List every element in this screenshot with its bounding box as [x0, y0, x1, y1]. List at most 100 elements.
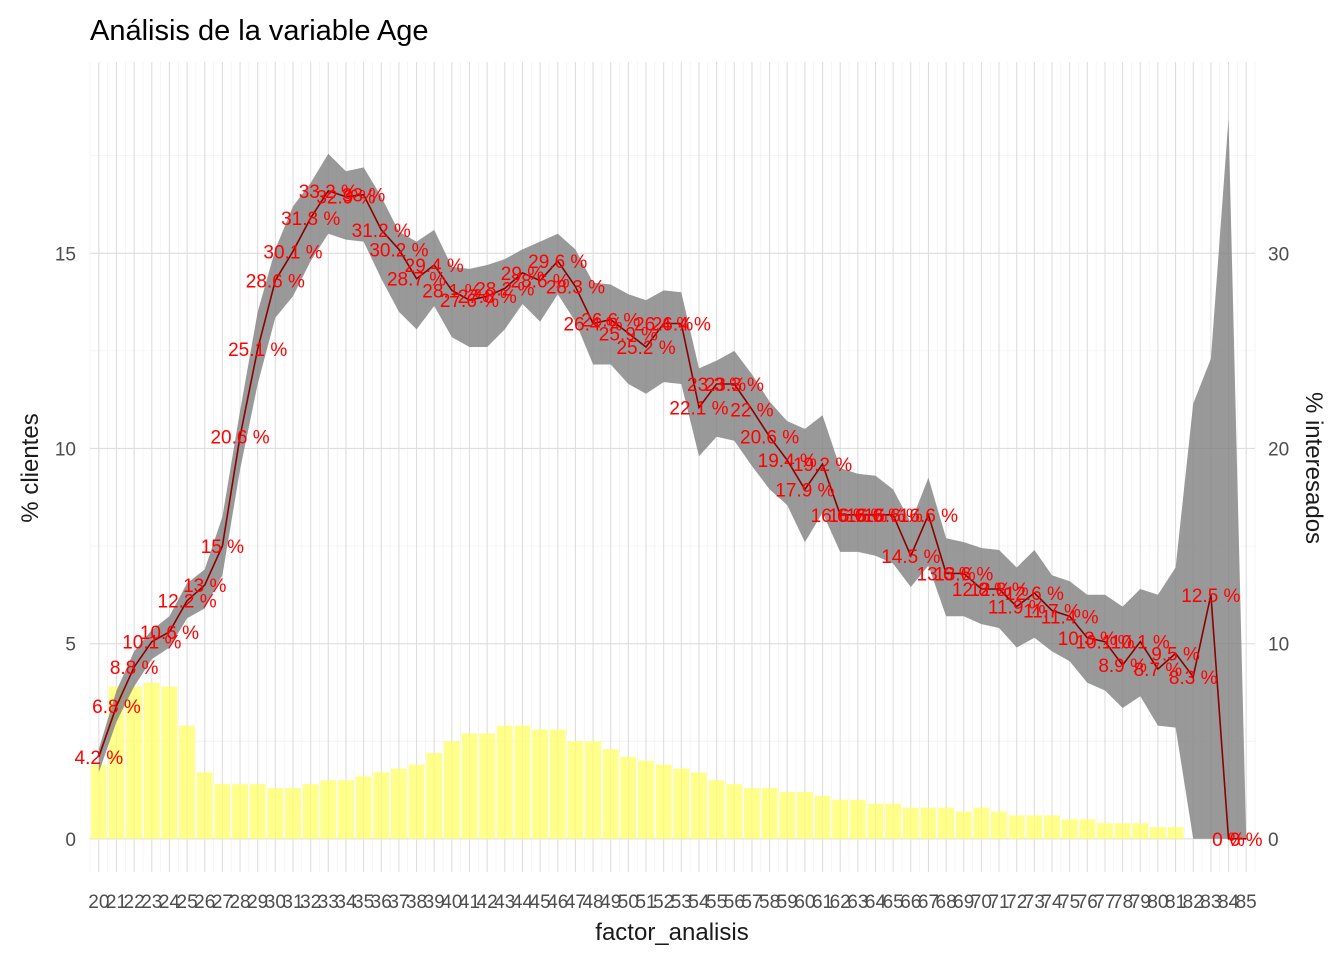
data-label: 11.9 % — [988, 598, 1046, 619]
data-label: 25.2 % — [616, 338, 675, 359]
bar — [832, 799, 849, 839]
data-label: 28.6 % — [511, 272, 570, 293]
data-label: 12.2 % — [158, 592, 217, 613]
x-tick-label: 26 — [194, 892, 215, 913]
x-tick-label: 58 — [759, 892, 780, 913]
bar — [320, 780, 337, 839]
bar — [90, 764, 107, 839]
bar — [1008, 815, 1025, 839]
bar — [673, 768, 690, 839]
bar — [743, 788, 760, 839]
bar — [1114, 823, 1131, 839]
data-label: 31.2 % — [352, 221, 411, 242]
x-tick-label: 34 — [335, 892, 357, 913]
bar — [849, 799, 866, 839]
x-tick-label: 63 — [847, 892, 868, 913]
bar — [214, 784, 231, 839]
x-tick-label: 20 — [88, 892, 109, 913]
x-tick-label: 59 — [777, 892, 798, 913]
data-label: 11.4 % — [1041, 607, 1099, 628]
bar — [196, 772, 213, 839]
x-tick-label: 80 — [1147, 892, 1168, 913]
x-tick-label: 60 — [794, 892, 815, 913]
bar — [938, 807, 955, 839]
x-tick-label: 50 — [618, 892, 639, 913]
x-tick-label: 53 — [671, 892, 692, 913]
data-label: 23.3 % — [687, 375, 746, 396]
x-tick-label: 78 — [1112, 892, 1133, 913]
y-axis-right-title: % interesados — [1300, 392, 1327, 544]
data-label: 16.6 % — [899, 506, 958, 527]
x-tick-label: 27 — [212, 892, 233, 913]
bar — [1132, 823, 1149, 839]
data-label: 8.8 % — [110, 658, 159, 679]
x-tick-label: 57 — [741, 892, 762, 913]
bar — [549, 729, 566, 839]
x-tick-label: 73 — [1024, 892, 1045, 913]
x-tick-label: 77 — [1094, 892, 1115, 913]
bar — [779, 791, 796, 839]
bar — [496, 725, 513, 839]
data-label: 20.6 % — [210, 428, 269, 449]
x-tick-label: 24 — [159, 892, 181, 913]
bar — [267, 788, 284, 839]
x-tick-label: 25 — [177, 892, 198, 913]
x-tick-label: 56 — [724, 892, 745, 913]
bar — [408, 764, 425, 839]
data-label: 19.2 % — [793, 455, 852, 476]
bar — [355, 776, 372, 839]
bar — [567, 741, 584, 839]
bar — [479, 733, 496, 839]
bar — [814, 795, 831, 839]
x-tick-label: 51 — [635, 892, 656, 913]
interest-line-series — [98, 189, 1247, 840]
bar — [867, 803, 884, 839]
data-label: 12.8 % — [952, 580, 1011, 601]
x-tick-label: 31 — [282, 892, 303, 913]
bar — [1097, 823, 1113, 839]
bar — [638, 760, 654, 839]
data-label: 10.1 % — [1111, 633, 1170, 654]
bar — [390, 768, 407, 839]
bar — [443, 741, 460, 839]
x-tick-label: 38 — [406, 892, 427, 913]
data-label: 28.1 % — [422, 281, 481, 302]
data-label: 16.6 % — [828, 506, 887, 527]
x-tick-label: 84 — [1218, 892, 1240, 913]
y-right-tick-label: 0 — [1268, 830, 1279, 851]
bar — [249, 784, 266, 839]
data-label: 12.8 % — [969, 580, 1028, 601]
data-label: 16.6 % — [864, 506, 923, 527]
x-tick-label: 71 — [988, 892, 1009, 913]
data-label: 6.8 % — [92, 697, 141, 718]
x-tick-label: 29 — [247, 892, 268, 913]
y-right-tick-label: 20 — [1268, 439, 1289, 460]
data-label: 22 % — [730, 400, 773, 421]
x-tick-label: 68 — [936, 892, 957, 913]
bar — [585, 741, 602, 839]
bar — [461, 733, 478, 839]
bar — [655, 764, 672, 839]
data-label: 27.6 % — [440, 291, 499, 312]
bar — [885, 803, 902, 839]
data-label: 13.6 % — [934, 564, 993, 585]
data-label: 32.9 % — [316, 188, 375, 209]
data-label: 12.6 % — [1005, 584, 1064, 605]
data-label: 27.8 % — [458, 287, 517, 308]
bar — [1149, 827, 1166, 839]
x-tick-label: 48 — [582, 892, 603, 913]
bar — [955, 811, 972, 839]
bar — [902, 807, 919, 839]
data-label: 10.1 % — [1075, 633, 1134, 654]
data-label: 26.6 % — [581, 311, 640, 332]
bar — [514, 725, 531, 839]
x-tick-label: 21 — [106, 892, 127, 913]
x-tick-label: 32 — [300, 892, 321, 913]
chart-title: Análisis de la variable Age — [90, 15, 429, 47]
x-tick-label: 65 — [883, 892, 904, 913]
bar — [232, 784, 248, 839]
data-label: 20.6 % — [740, 428, 799, 449]
data-label: 12.5 % — [1181, 586, 1240, 607]
bar — [126, 686, 143, 839]
